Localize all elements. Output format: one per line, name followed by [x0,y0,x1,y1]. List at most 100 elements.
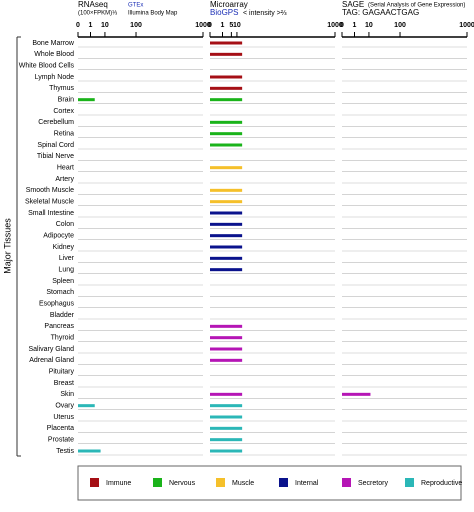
category-label: Pituitary [49,369,75,376]
x-tick-label: 0 [340,22,344,29]
legend-swatch [153,478,162,487]
bar [342,392,371,396]
x-tick-label: 1 [221,22,225,29]
bar [210,75,243,79]
legend-box [77,465,462,501]
legend-label: Reproductive [421,480,462,487]
x-tick-label: 5 [229,22,233,29]
category-label: Brain [58,97,74,104]
bar [210,245,243,249]
category-label: Thymus [49,85,74,92]
legend-swatch [405,478,414,487]
category-label: Adipocyte [43,233,74,240]
category-label: Kidney [53,244,75,251]
y-axis-label: Major Tissues [2,218,12,274]
bar [210,120,243,124]
x-tick-label: 0 [76,22,80,29]
category-label: Breast [54,380,74,387]
legend-swatch [342,478,351,487]
bar [210,358,243,362]
bar [210,41,243,45]
x-tick-label: 1000 [327,22,343,29]
source: TAG: GAGAACTGAG [342,8,419,17]
panel-title: SAGE [342,0,364,9]
category-label: Small Intestine [28,210,74,217]
category-label: Thyroid [51,335,74,342]
category-label: Bone Marrow [32,40,75,47]
bar [210,415,243,419]
category-label: Uterus [53,414,74,421]
bar [210,392,243,396]
category-label: Whole Blood [34,51,74,58]
bar [210,438,243,442]
bar [210,234,243,238]
legend-label: Immune [106,480,131,487]
panel-subtitle: < intensity >⅔ [243,10,287,17]
category-label: Salivary Gland [28,346,74,353]
bar [210,52,243,56]
legend-swatch [279,478,288,487]
category-label: Artery [55,176,74,183]
category-label: Adrenal Gland [29,357,74,364]
panel-subtitle: (Serial Analysis of Gene Expression) [368,3,465,9]
bar [210,449,243,453]
category-label: White Blood Cells [19,63,75,70]
bar [210,404,243,408]
category-label: Retina [54,131,74,138]
x-tick-label: 100 [394,22,406,29]
bar [78,449,101,453]
legend-swatch [216,478,225,487]
category-label: Cerebellum [38,119,74,126]
source: BioGPS [210,8,238,17]
bar [78,404,95,408]
category-label: Cortex [53,108,74,115]
category-label: Smooth Muscle [26,187,74,194]
bar [210,256,243,260]
x-tick-label: 1000 [195,22,211,29]
x-tick-label: 10 [233,22,241,29]
legend-label: Internal [295,480,319,487]
x-tick-label: 1 [353,22,357,29]
category-label: Bladder [50,312,75,319]
x-tick-label: 0 [208,22,212,29]
bar [210,86,243,90]
bar [210,211,243,215]
bar [210,268,243,272]
bar [78,98,95,102]
bar [210,188,243,192]
bar [210,426,243,430]
panel-title: RNAseq [78,0,108,9]
category-label: Liver [59,255,75,262]
bar [210,336,243,340]
category-label: Spinal Cord [37,142,74,149]
category-label: Testis [56,448,74,455]
category-label: Colon [56,221,74,228]
bar [210,347,243,351]
bar [210,98,243,102]
bar [210,166,243,170]
category-label: Placenta [47,425,74,432]
category-label: Pancreas [44,323,74,330]
legend-label: Muscle [232,480,254,487]
x-tick-label: 1 [89,22,93,29]
category-label: Stomach [46,289,74,296]
category-label: Ovary [55,403,74,410]
category-label: Skeletal Muscle [25,199,74,206]
bar [210,200,243,204]
source: GTEx [128,3,143,9]
category-label: Tibial Nerve [37,153,74,160]
category-label: Lymph Node [35,74,75,81]
category-label: Esophagus [39,301,75,308]
x-tick-label: 10 [365,22,373,29]
x-tick-label: 100 [130,22,142,29]
bar [210,222,243,226]
category-label: Spleen [52,278,74,285]
panel-title: Microarray [210,0,248,9]
legend-label: Secretory [358,480,388,487]
x-tick-label: 1000 [459,22,474,29]
source: Illumina Body Map [128,11,178,17]
bar [210,324,243,328]
bar [210,132,243,136]
x-tick-label: 10 [101,22,109,29]
